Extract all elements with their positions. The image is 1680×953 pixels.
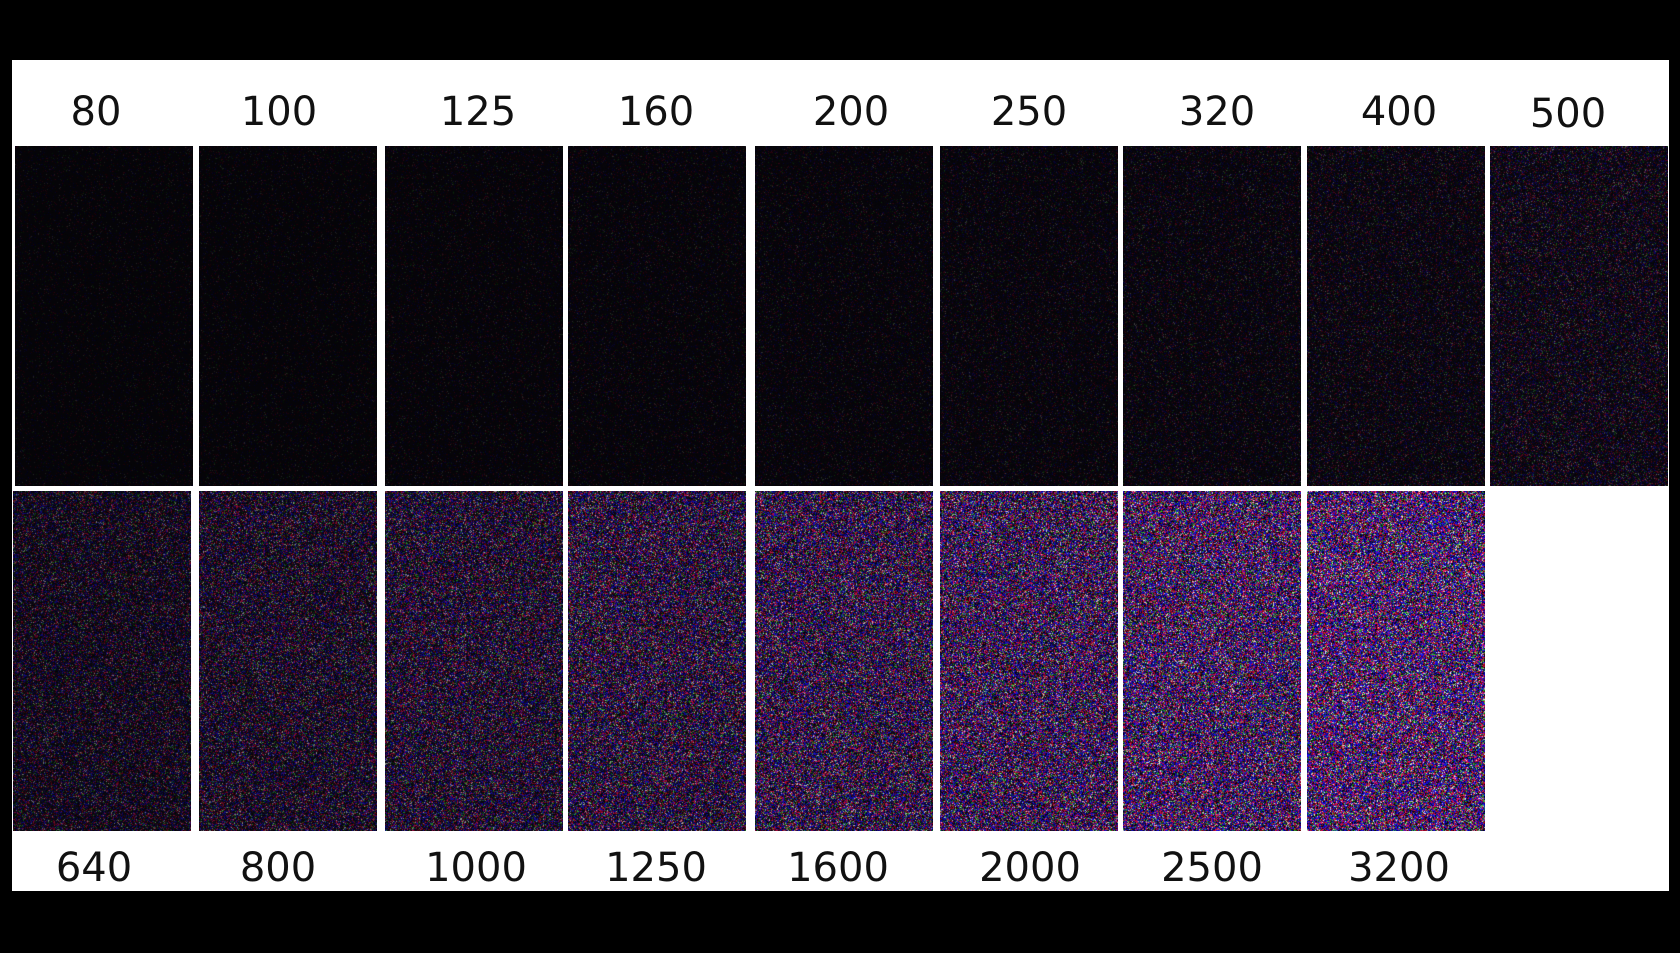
- noise-tile-iso-80: [15, 146, 193, 486]
- noise-tile-iso-2500: [1123, 491, 1301, 831]
- noise-tile-iso-640: [13, 491, 191, 831]
- iso-label-2500: 2500: [1161, 845, 1263, 891]
- noise-tile-iso-250: [940, 146, 1118, 486]
- iso-label-800: 800: [239, 845, 317, 891]
- noise-tile-iso-1600: [755, 491, 933, 831]
- iso-label-3200: 3200: [1348, 845, 1450, 891]
- noise-tile-iso-1250: [568, 491, 746, 831]
- noise-tile-iso-160: [568, 146, 746, 486]
- iso-label-1250: 1250: [605, 845, 707, 891]
- iso-label-1000: 1000: [425, 845, 527, 891]
- iso-label-80: 80: [70, 89, 122, 135]
- noise-tile-iso-320: [1123, 146, 1301, 486]
- noise-tile-iso-500: [1490, 146, 1668, 486]
- iso-label-125: 125: [439, 89, 517, 135]
- iso-label-200: 200: [812, 89, 890, 135]
- noise-tile-iso-1000: [385, 491, 563, 831]
- iso-label-250: 250: [990, 89, 1068, 135]
- noise-tile-iso-200: [755, 146, 933, 486]
- iso-label-160: 160: [617, 89, 695, 135]
- iso-label-320: 320: [1178, 89, 1256, 135]
- iso-label-400: 400: [1360, 89, 1438, 135]
- noise-tile-iso-125: [385, 146, 563, 486]
- noise-tile-iso-400: [1307, 146, 1485, 486]
- iso-noise-panel: 80 100 125 160 200 250 320 400 500 640 8…: [12, 60, 1669, 891]
- iso-label-100: 100: [240, 89, 318, 135]
- iso-label-640: 640: [55, 845, 133, 891]
- noise-tile-iso-3200: [1307, 491, 1485, 831]
- noise-tile-iso-100: [199, 146, 377, 486]
- iso-label-2000: 2000: [979, 845, 1081, 891]
- iso-label-1600: 1600: [787, 845, 889, 891]
- iso-label-500: 500: [1529, 91, 1607, 137]
- noise-tile-iso-800: [199, 491, 377, 831]
- noise-tile-iso-2000: [940, 491, 1118, 831]
